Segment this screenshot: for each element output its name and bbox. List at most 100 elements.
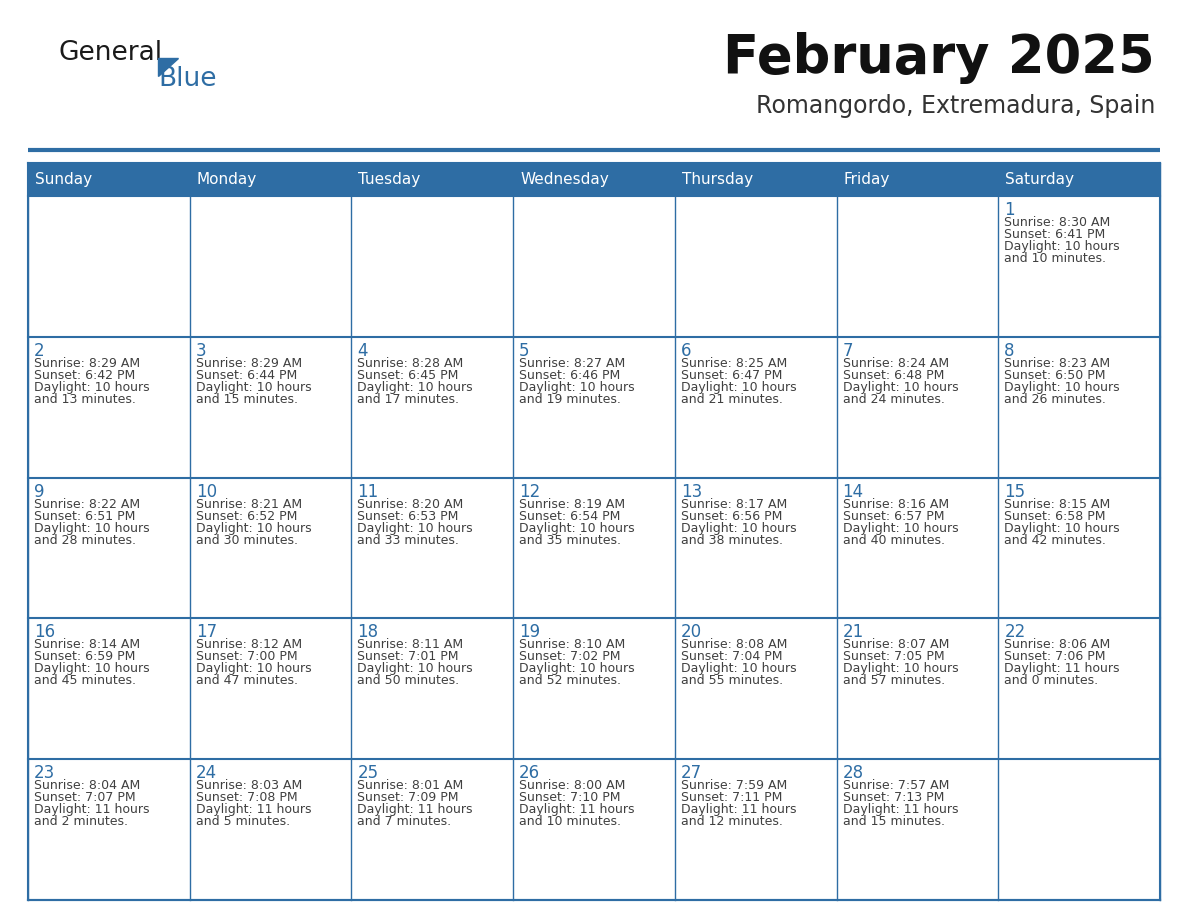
Text: 10: 10 [196,483,217,500]
Text: and 52 minutes.: and 52 minutes. [519,675,621,688]
Text: Daylight: 10 hours: Daylight: 10 hours [842,663,959,676]
Text: Daylight: 11 hours: Daylight: 11 hours [842,803,958,816]
Text: Sunrise: 8:04 AM: Sunrise: 8:04 AM [34,779,140,792]
Text: Sunrise: 8:22 AM: Sunrise: 8:22 AM [34,498,140,510]
Text: Daylight: 11 hours: Daylight: 11 hours [34,803,150,816]
Text: Sunrise: 7:57 AM: Sunrise: 7:57 AM [842,779,949,792]
Text: Sunset: 7:06 PM: Sunset: 7:06 PM [1004,650,1106,664]
Text: and 21 minutes.: and 21 minutes. [681,393,783,406]
Text: Sunset: 6:58 PM: Sunset: 6:58 PM [1004,509,1106,522]
Text: General: General [58,40,162,66]
Text: Daylight: 10 hours: Daylight: 10 hours [519,521,634,534]
Text: Sunrise: 8:21 AM: Sunrise: 8:21 AM [196,498,302,510]
Text: Sunset: 7:11 PM: Sunset: 7:11 PM [681,791,782,804]
Text: 3: 3 [196,341,207,360]
Text: 22: 22 [1004,623,1025,642]
Text: Sunrise: 8:10 AM: Sunrise: 8:10 AM [519,638,625,652]
Text: Sunset: 6:53 PM: Sunset: 6:53 PM [358,509,459,522]
Bar [513,163,675,196]
Text: and 50 minutes.: and 50 minutes. [358,675,460,688]
Text: Sunset: 7:07 PM: Sunset: 7:07 PM [34,791,135,804]
Text: and 7 minutes.: and 7 minutes. [358,815,451,828]
Text: Daylight: 10 hours: Daylight: 10 hours [842,521,959,534]
Text: Sunrise: 8:23 AM: Sunrise: 8:23 AM [1004,357,1111,370]
Text: Daylight: 10 hours: Daylight: 10 hours [196,381,311,394]
Text: Thursday: Thursday [682,172,753,187]
Text: Sunset: 7:13 PM: Sunset: 7:13 PM [842,791,944,804]
Text: Sunrise: 8:20 AM: Sunrise: 8:20 AM [358,498,463,510]
Text: and 35 minutes.: and 35 minutes. [519,533,621,546]
Text: Daylight: 10 hours: Daylight: 10 hours [196,521,311,534]
Text: Sunrise: 8:19 AM: Sunrise: 8:19 AM [519,498,625,510]
Text: Sunrise: 8:12 AM: Sunrise: 8:12 AM [196,638,302,652]
Text: Sunrise: 8:06 AM: Sunrise: 8:06 AM [1004,638,1111,652]
Text: 28: 28 [842,764,864,782]
Text: Sunset: 6:50 PM: Sunset: 6:50 PM [1004,369,1106,382]
Text: and 28 minutes.: and 28 minutes. [34,533,135,546]
Text: Daylight: 11 hours: Daylight: 11 hours [358,803,473,816]
Text: and 0 minutes.: and 0 minutes. [1004,675,1099,688]
Text: Daylight: 10 hours: Daylight: 10 hours [681,521,796,534]
Text: and 26 minutes.: and 26 minutes. [1004,393,1106,406]
Text: 16: 16 [34,623,55,642]
Text: and 15 minutes.: and 15 minutes. [842,815,944,828]
Text: Saturday: Saturday [1005,172,1074,187]
Text: Monday: Monday [197,172,257,187]
Text: Sunrise: 7:59 AM: Sunrise: 7:59 AM [681,779,788,792]
Text: Sunrise: 8:01 AM: Sunrise: 8:01 AM [358,779,463,792]
Text: 6: 6 [681,341,691,360]
Bar [352,163,513,196]
Text: and 24 minutes.: and 24 minutes. [842,393,944,406]
Text: Daylight: 10 hours: Daylight: 10 hours [34,663,150,676]
Text: Daylight: 10 hours: Daylight: 10 hours [34,521,150,534]
Text: 20: 20 [681,623,702,642]
Text: Sunset: 7:02 PM: Sunset: 7:02 PM [519,650,620,664]
Text: Daylight: 10 hours: Daylight: 10 hours [681,381,796,394]
Text: and 10 minutes.: and 10 minutes. [519,815,621,828]
Text: Sunset: 7:10 PM: Sunset: 7:10 PM [519,791,620,804]
Text: and 2 minutes.: and 2 minutes. [34,815,128,828]
Text: Sunrise: 8:08 AM: Sunrise: 8:08 AM [681,638,788,652]
Text: Sunrise: 8:16 AM: Sunrise: 8:16 AM [842,498,949,510]
Text: Sunset: 6:56 PM: Sunset: 6:56 PM [681,509,782,522]
Text: Daylight: 11 hours: Daylight: 11 hours [1004,663,1120,676]
Polygon shape [158,58,178,76]
Text: Sunrise: 8:14 AM: Sunrise: 8:14 AM [34,638,140,652]
Text: 11: 11 [358,483,379,500]
Bar [29,163,190,196]
Text: and 17 minutes.: and 17 minutes. [358,393,460,406]
Text: Daylight: 10 hours: Daylight: 10 hours [1004,381,1120,394]
Text: Sunrise: 8:25 AM: Sunrise: 8:25 AM [681,357,788,370]
Text: 13: 13 [681,483,702,500]
Text: and 42 minutes.: and 42 minutes. [1004,533,1106,546]
Text: Daylight: 10 hours: Daylight: 10 hours [1004,521,1120,534]
Text: Sunset: 6:48 PM: Sunset: 6:48 PM [842,369,944,382]
Text: Sunrise: 8:29 AM: Sunrise: 8:29 AM [34,357,140,370]
Text: and 40 minutes.: and 40 minutes. [842,533,944,546]
Text: Daylight: 11 hours: Daylight: 11 hours [519,803,634,816]
Text: 25: 25 [358,764,379,782]
Text: and 12 minutes.: and 12 minutes. [681,815,783,828]
Text: Daylight: 10 hours: Daylight: 10 hours [842,381,959,394]
Text: 12: 12 [519,483,541,500]
Bar [29,619,1159,759]
Text: Sunrise: 8:24 AM: Sunrise: 8:24 AM [842,357,949,370]
Text: Sunset: 7:09 PM: Sunset: 7:09 PM [358,791,459,804]
Text: Sunset: 6:41 PM: Sunset: 6:41 PM [1004,228,1106,241]
Text: Sunset: 6:51 PM: Sunset: 6:51 PM [34,509,135,522]
Text: Daylight: 10 hours: Daylight: 10 hours [358,663,473,676]
Text: Sunrise: 8:00 AM: Sunrise: 8:00 AM [519,779,626,792]
Text: Sunset: 6:44 PM: Sunset: 6:44 PM [196,369,297,382]
Text: and 30 minutes.: and 30 minutes. [196,533,298,546]
Text: Sunrise: 8:11 AM: Sunrise: 8:11 AM [358,638,463,652]
Text: 5: 5 [519,341,530,360]
Text: Sunrise: 8:07 AM: Sunrise: 8:07 AM [842,638,949,652]
Text: 24: 24 [196,764,217,782]
Bar [190,163,352,196]
Text: Sunset: 7:01 PM: Sunset: 7:01 PM [358,650,459,664]
Text: Friday: Friday [843,172,890,187]
Text: Sunset: 6:46 PM: Sunset: 6:46 PM [519,369,620,382]
Text: 27: 27 [681,764,702,782]
Text: and 38 minutes.: and 38 minutes. [681,533,783,546]
Text: 26: 26 [519,764,541,782]
